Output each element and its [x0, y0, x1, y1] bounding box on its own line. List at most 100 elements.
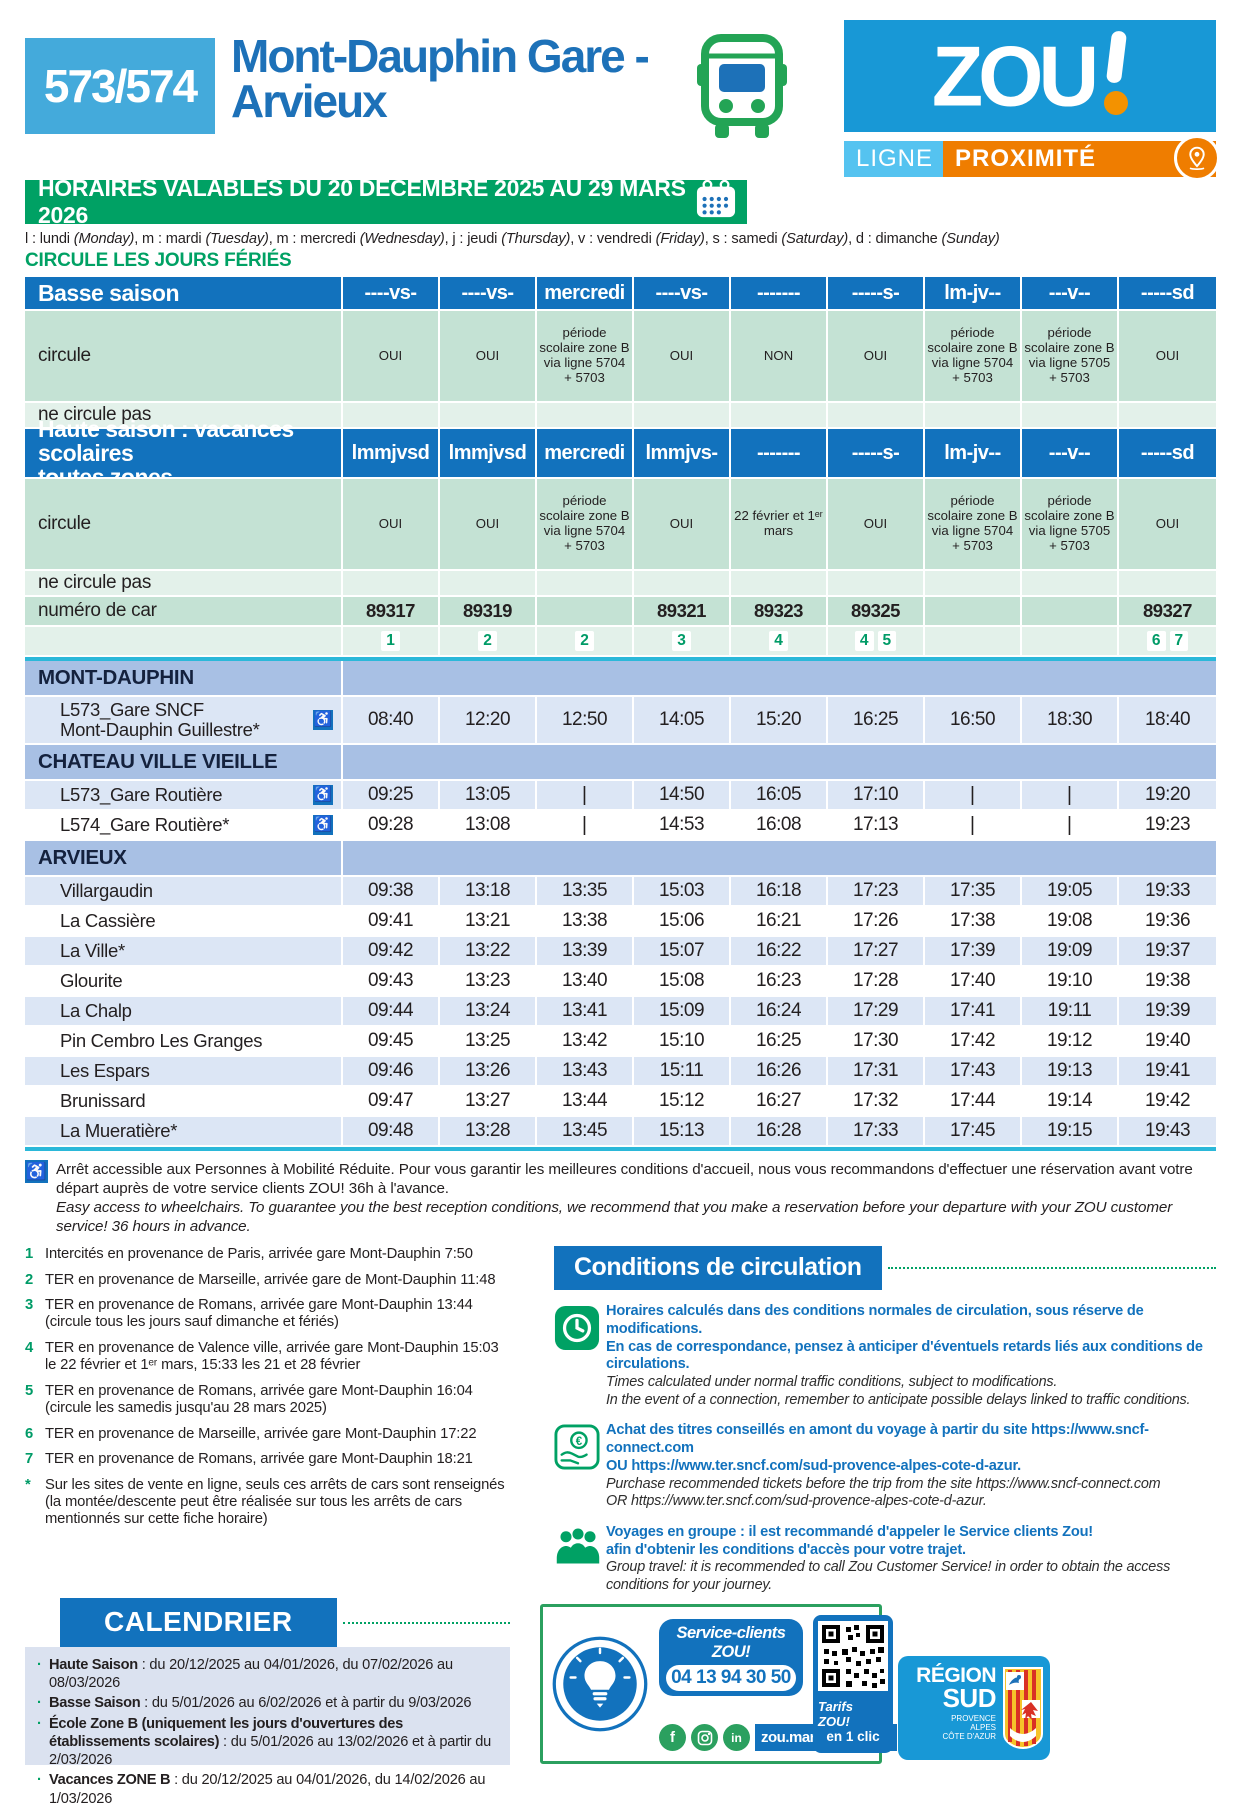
circule-cell: OUI — [634, 311, 731, 403]
region-line2: SUD — [942, 1682, 997, 1713]
time-cell: 15:20 — [731, 697, 828, 745]
timetable-poster: 573/574 Mont-Dauphin Gare - Arvieux ZOU — [0, 0, 1241, 1770]
facebook-icon[interactable]: f — [659, 1724, 686, 1751]
ne-circule-pas-cell — [1022, 403, 1119, 429]
euro-ticket-icon: € — [554, 1422, 606, 1511]
circule-cell: OUI — [343, 311, 440, 403]
day-pattern-header: ------- — [731, 429, 828, 479]
condition-text: Achat des titres conseillés en amont du … — [606, 1422, 1216, 1511]
day-pattern-header: -----sd — [1119, 429, 1216, 479]
footnote-ref-badge: 5 — [877, 631, 897, 651]
footnote-refs-cell — [925, 627, 1022, 657]
time-cell: 16:25 — [828, 697, 925, 745]
footnote-ref-badge: 7 — [1169, 631, 1189, 651]
section-header-row: CHATEAU VILLE VIEILLE — [25, 745, 1216, 781]
time-cell: 15:13 — [634, 1117, 731, 1147]
footnote-line: Intercités en provenance de Paris, arriv… — [45, 1246, 473, 1262]
stop-name: Villargaudin — [60, 879, 153, 901]
time-cell: 15:09 — [634, 997, 731, 1027]
stop-label-cell: L573_Gare SNCF Mont-Dauphin Guillestre* ♿ — [25, 697, 343, 745]
ne-circule-pas-cell — [925, 571, 1022, 597]
conditions-section: Conditions de circulation Horaires calcu… — [510, 1246, 1216, 1594]
time-cell: 13:41 — [537, 997, 634, 1027]
time-cell: 17:45 — [925, 1117, 1022, 1147]
ne-circule-pas-cell — [343, 403, 440, 429]
footnote-number: * — [25, 1477, 31, 1494]
time-cell: 09:46 — [343, 1057, 440, 1087]
stop-row: Glourite 09:43 13:23 13:40 15:08 16:23 17:28 17… — [25, 967, 1216, 997]
circule-cell: OUI — [634, 479, 731, 571]
accessibility-text-en: Easy access to wheelchairs. To guarantee… — [56, 1199, 1173, 1235]
time-cell: 09:28 — [343, 811, 440, 841]
region-line4: ALPES — [970, 1722, 996, 1732]
condition-fr-line: Horaires calculés dans des conditions no… — [606, 1303, 1144, 1337]
day-pattern-header: lm-jv-- — [925, 429, 1022, 479]
circule-row: circule OUI OUI période scolaire zone B via… — [25, 311, 1216, 403]
circule-cell: période scolaire zone B via ligne 5705 +… — [1022, 479, 1119, 571]
time-cell: 15:12 — [634, 1087, 731, 1117]
through-cell: | — [1022, 811, 1119, 841]
time-cell: 17:43 — [925, 1057, 1022, 1087]
time-cell: 19:14 — [1022, 1087, 1119, 1117]
time-cell: 09:25 — [343, 781, 440, 811]
ne-circule-pas-cell — [731, 571, 828, 597]
car-number-cell: 89325 — [828, 597, 925, 627]
footnote-line: (la montée/descente peut être réalisée s… — [45, 1494, 462, 1511]
time-cell: 19:42 — [1119, 1087, 1216, 1117]
footnote-text: Sur les sites de vente en ligne, seuls c… — [45, 1477, 505, 1528]
ligne-label: LIGNE — [844, 141, 944, 177]
wheelchair-icon: ♿ — [25, 1160, 48, 1183]
svg-text:€: € — [576, 1436, 583, 1448]
time-cell: 13:44 — [537, 1087, 634, 1117]
time-cell: 17:10 — [828, 781, 925, 811]
time-cell: 15:11 — [634, 1057, 731, 1087]
instagram-icon[interactable] — [691, 1724, 718, 1751]
footnote-ref-badge: 2 — [478, 631, 497, 651]
footnote: 2 TER en provenance de Marseille, arrivée… — [25, 1272, 510, 1289]
calendar-title: CALENDRIER — [60, 1598, 337, 1647]
ne-circule-pas-label: ne circule pas — [25, 403, 343, 429]
stop-label-cell: Brunissard — [25, 1087, 343, 1117]
car-number-cell — [925, 597, 1022, 627]
time-cell: 13:45 — [537, 1117, 634, 1147]
stop-name: L573_Gare SNCF Mont-Dauphin Guillestre* — [60, 698, 260, 740]
time-cell: 13:22 — [440, 937, 537, 967]
time-cell: 13:26 — [440, 1057, 537, 1087]
condition-text: Voyages en groupe : il est recommandé d'… — [606, 1524, 1216, 1594]
section-header-row: MONT-DAUPHIN — [25, 661, 1216, 697]
time-cell: 14:50 — [634, 781, 731, 811]
condition-en-line: Times calculated under normal traffic co… — [606, 1374, 1058, 1391]
condition-item: Voyages en groupe : il est recommandé d'… — [554, 1524, 1216, 1594]
section-band — [343, 661, 1216, 697]
car-number-cell — [537, 597, 634, 627]
time-cell: 19:05 — [1022, 877, 1119, 907]
time-cell: 13:18 — [440, 877, 537, 907]
time-cell: 19:13 — [1022, 1057, 1119, 1087]
time-cell: 16:22 — [731, 937, 828, 967]
ne-circule-pas-cell — [731, 403, 828, 429]
zou-exclamation-icon — [1104, 30, 1129, 115]
legend-day-en: (Tuesday) — [205, 231, 269, 247]
time-cell: 19:23 — [1119, 811, 1216, 841]
header: 573/574 Mont-Dauphin Gare - Arvieux ZOU — [25, 20, 1220, 181]
time-cell: 09:45 — [343, 1027, 440, 1057]
section-name: CHATEAU VILLE VIEILLE — [25, 745, 343, 781]
stop-label-cell: L574_Gare Routière* ♿ — [25, 811, 343, 841]
time-cell: 17:33 — [828, 1117, 925, 1147]
condition-en-line: OR https://www.ter.sncf.com/sud-provence… — [606, 1493, 987, 1510]
time-cell: 09:44 — [343, 997, 440, 1027]
footnote-ref-badge: 6 — [1146, 631, 1166, 651]
linkedin-icon[interactable]: in — [723, 1724, 750, 1751]
footnote-text: TER en provenance de Marseille, arrivée … — [45, 1272, 496, 1289]
tarifs-qr-panel: Tarifs ZOU! en 1 clic — [813, 1615, 893, 1753]
time-cell: 17:13 — [828, 811, 925, 841]
footnote-ref-badge: 4 — [769, 631, 788, 651]
region-shield-icon — [1002, 1666, 1044, 1752]
region-line1: RÉGION — [916, 1664, 996, 1687]
footnote-number: 6 — [25, 1425, 34, 1442]
footnote-text: TER en provenance de Romans, arrivée gar… — [45, 1297, 473, 1331]
section-header-row: ARVIEUX — [25, 841, 1216, 877]
footnote: * Sur les sites de vente en ligne, seuls … — [25, 1477, 510, 1528]
